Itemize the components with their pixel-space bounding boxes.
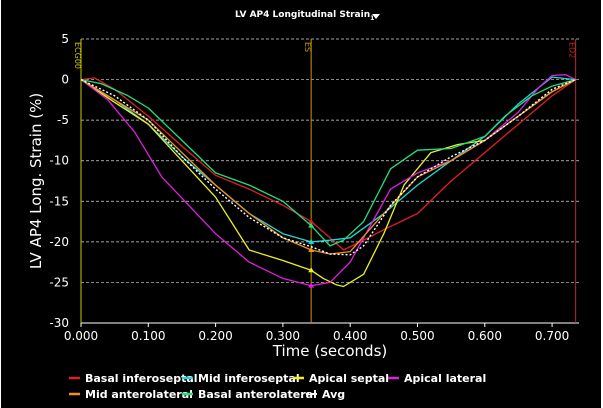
x-tick-label: 0.100 [131,329,165,343]
legend-label: Apical lateral [404,372,486,385]
y-tick-label: -10 [49,154,69,168]
chevron-down-icon[interactable] [372,14,380,19]
x-tick-label: 0.400 [333,329,367,343]
y-tick-label: -15 [49,194,69,208]
x-tick-label: 0.300 [266,329,300,343]
x-tick-label: 0.600 [468,329,502,343]
event-marker-label: ED2 [568,42,577,58]
y-tick-label: -30 [49,316,69,330]
x-tick-label: 0.200 [198,329,232,343]
es-point [308,238,315,244]
y-axis-label: LV AP4 Long. Strain (%) [27,93,45,269]
event-marker-label: ECG00 [73,42,82,69]
es-point [308,246,315,252]
es-point [308,222,315,228]
es-point [308,282,315,288]
y-tick-label: -5 [57,113,69,127]
legend-label: Avg [322,388,345,401]
legend-label: Apical septal [309,372,389,385]
y-tick-label: 5 [61,32,69,46]
series-line [80,78,576,256]
legend-label: Mid inferoseptal [198,372,300,385]
series-line [80,76,576,243]
y-tick-label: 0 [61,73,69,87]
legend-label: Basal anterolateral [198,388,317,401]
x-tick-label: 0.000 [64,329,98,343]
y-tick-label: -25 [49,275,69,289]
event-marker-label: ES [303,42,312,52]
es-point [308,267,315,273]
series-line [80,77,576,251]
series-line [80,78,576,247]
x-tick-label: 0.700 [535,329,569,343]
x-tick-label: 0.500 [400,329,434,343]
x-axis-label: Time (seconds) [272,342,388,360]
legend-label: Basal inferoseptal [85,372,198,385]
series-line [80,79,576,288]
es-point [308,218,315,224]
legend-label: Mid anterolateral [85,388,193,401]
y-tick-label: -20 [49,235,69,249]
